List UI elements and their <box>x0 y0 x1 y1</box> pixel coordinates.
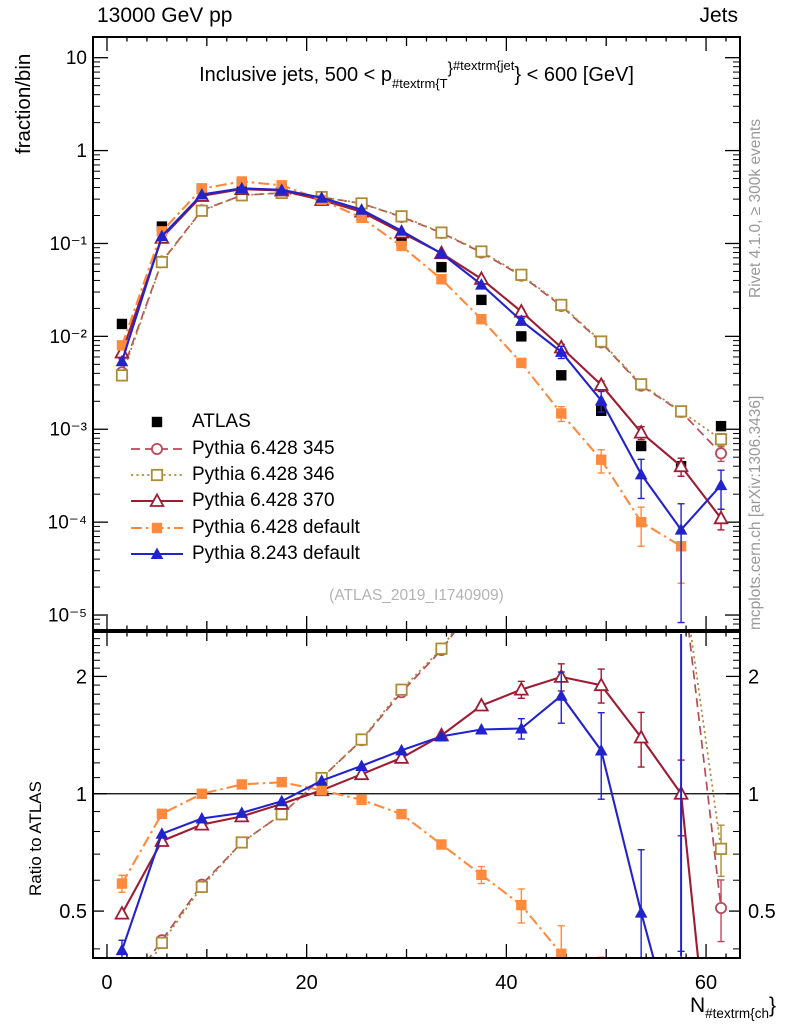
svg-text:0.5: 0.5 <box>748 901 776 923</box>
atlas-marker-icon <box>151 416 163 428</box>
ratio-series-pythia6-370 <box>114 663 699 957</box>
mcplots-reference-note: mcplots.cern.ch [arXiv:1306.3436] <box>747 395 764 630</box>
ratio-series-pythia8-default <box>115 671 685 957</box>
legend-item-pythia6-370: Pythia 6.428 370 <box>131 488 360 514</box>
axes: 0 20 40 60 10 1 10⁻¹ 10⁻² 10⁻³ 10⁻⁴ 10⁻⁵ 2 2 1 1 0.5 0.5 <box>48 36 776 994</box>
svg-text:60: 60 <box>695 972 717 994</box>
analysis-id-watermark: (ATLAS_2019_I1740909) <box>329 587 504 604</box>
svg-text:1: 1 <box>76 141 87 162</box>
pythia6-346-marker-icon <box>131 468 183 482</box>
pythia6-default-marker-icon <box>131 522 183 533</box>
pythia6-345-marker-icon <box>131 442 183 455</box>
series-pythia8-default <box>115 181 728 624</box>
pythia6-370-marker-icon <box>131 492 183 508</box>
svg-text:10⁻¹: 10⁻¹ <box>50 234 88 255</box>
series-pythia6-346 <box>115 186 728 447</box>
svg-text:2: 2 <box>76 666 87 688</box>
svg-text:40: 40 <box>495 972 517 994</box>
legend-label: Pythia 6.428 345 <box>192 437 335 459</box>
legend-item-pythia6-default: Pythia 6.428 default <box>131 515 360 541</box>
legend-item-pythia6-345: Pythia 6.428 345 <box>131 435 360 461</box>
svg-text:10⁻⁴: 10⁻⁴ <box>48 513 87 534</box>
rivet-version-note: Rivet 4.1.0, ≥ 300k events <box>747 118 764 298</box>
y-axis-label-ratio: Ratio to ATLAS <box>26 781 45 896</box>
x-axis-label: N#textrm{ch} <box>690 994 776 1021</box>
svg-text:10⁻³: 10⁻³ <box>50 420 88 441</box>
main-panel-border <box>92 36 741 631</box>
svg-text:10⁻²: 10⁻² <box>50 327 88 348</box>
legend-label: ATLAS <box>192 411 251 433</box>
analysis-group-label: Jets <box>699 4 738 27</box>
svg-text:0: 0 <box>101 972 112 994</box>
ratio-series-pythia6-default <box>116 776 605 957</box>
ratio-panel-border <box>92 631 741 959</box>
svg-text:10⁻⁵: 10⁻⁵ <box>48 606 87 627</box>
svg-text:1: 1 <box>748 784 759 806</box>
svg-text:10: 10 <box>66 48 87 69</box>
svg-text:0.5: 0.5 <box>59 901 87 923</box>
pythia8-default-marker-icon <box>131 547 183 560</box>
title-brace: } <box>447 60 453 77</box>
svg-text:2: 2 <box>748 666 759 688</box>
legend-item-atlas: ATLAS <box>131 409 360 435</box>
legend-item-pythia6-346: Pythia 6.428 346 <box>131 462 360 488</box>
title-subscript: #textrm{T <box>391 76 448 91</box>
plot-title: Inclusive jets, 500 < p#textrm{T}#textrm… <box>199 58 634 91</box>
legend-label: Pythia 8.243 default <box>192 543 360 565</box>
beam-energy-label: 13000 GeV pp <box>97 4 233 27</box>
legend-label: Pythia 6.428 370 <box>192 490 335 512</box>
ratio-series-pythia6-345 <box>148 633 728 957</box>
svg-text:1: 1 <box>76 784 87 806</box>
svg-text:20: 20 <box>296 972 318 994</box>
legend-item-pythia8-default: Pythia 8.243 default <box>131 541 360 567</box>
legend-label: Pythia 6.428 346 <box>192 463 335 485</box>
ratio-series-pythia6-346 <box>152 633 728 957</box>
y-axis-label-main: fraction/bin <box>12 53 35 154</box>
legend-label: Pythia 6.428 default <box>192 516 360 538</box>
title-superscript: #textrm{jet <box>452 58 515 73</box>
legend: ATLAS Pythia 6.428 345 Pythia 6.428 346 … <box>131 409 360 567</box>
